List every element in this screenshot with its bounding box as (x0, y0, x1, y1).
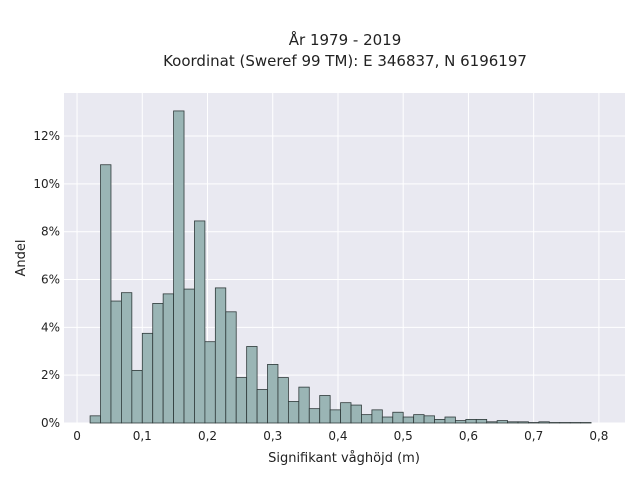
histogram-bar (131, 369, 143, 424)
histogram-bar (392, 411, 404, 424)
chart-subtitle: Koordinat (Sweref 99 TM): E 346837, N 61… (163, 52, 527, 70)
histogram-bar (89, 415, 101, 424)
histogram-bar (256, 389, 268, 424)
histogram-bar (308, 408, 321, 424)
histogram-bar (381, 416, 394, 424)
y-tick-label: 10% (33, 177, 60, 191)
histogram-bar (214, 287, 227, 424)
histogram-bar (507, 421, 519, 424)
x-tick-label: 0,1 (133, 429, 152, 443)
histogram-bar (121, 292, 133, 424)
histogram-bar (413, 414, 425, 424)
histogram-bar (454, 420, 467, 424)
x-tick-label: 0,5 (394, 429, 413, 443)
y-tick-label: 8% (41, 225, 60, 239)
y-tick-label: 12% (33, 129, 60, 143)
x-tick-label: 0,3 (263, 429, 282, 443)
histogram-bar (225, 311, 237, 424)
x-tick-label: 0 (73, 429, 81, 443)
y-tick-label: 0% (41, 416, 60, 430)
x-tick-label: 0,8 (589, 429, 608, 443)
histogram-bar (246, 346, 258, 424)
x-tick-label: 0,2 (198, 429, 217, 443)
x-tick-label: 0,4 (328, 429, 347, 443)
histogram-bar (194, 220, 206, 424)
histogram-bar (361, 414, 373, 424)
histogram-bar (204, 341, 216, 424)
histogram-bar (173, 110, 185, 424)
y-tick-label: 2% (41, 368, 60, 382)
histogram-bar (141, 332, 154, 424)
histogram-bar (371, 409, 383, 424)
histogram-bar (517, 421, 529, 424)
x-axis-label: Signifikant våghöjd (m) (268, 451, 420, 466)
y-tick-label: 4% (41, 320, 60, 334)
histogram-bar (100, 164, 112, 424)
histogram-bar (538, 421, 550, 424)
histogram-bar (423, 415, 435, 424)
histogram-bar (444, 416, 456, 424)
histogram-bar (110, 300, 122, 424)
y-axis-ticks: 0% 2% 4% 6% 8% 10% 12% (33, 129, 60, 430)
histogram-bar (402, 416, 415, 424)
histogram-bar (267, 364, 279, 424)
histogram-bar (277, 377, 289, 424)
histogram-bar (465, 419, 477, 424)
histogram-bar (319, 395, 331, 424)
histogram-bar (475, 419, 488, 424)
histogram-bar (152, 303, 164, 424)
histogram-bar (340, 402, 352, 424)
histogram-bar (434, 419, 446, 424)
histogram-bar (183, 288, 195, 424)
histogram-bar (350, 404, 362, 424)
histogram-bar (298, 386, 310, 424)
y-axis-label: Andel (14, 240, 29, 277)
histogram-bar (496, 420, 508, 424)
histogram-bar (235, 377, 248, 424)
histogram-bar (162, 293, 174, 424)
chart-title: År 1979 - 2019 (289, 30, 402, 49)
histogram-bar (329, 409, 341, 424)
x-tick-label: 0,6 (459, 429, 478, 443)
y-tick-label: 6% (41, 273, 60, 287)
histogram-bar (287, 401, 300, 424)
x-tick-label: 0,7 (524, 429, 543, 443)
x-axis-ticks: 0 0,1 0,2 0,3 0,4 0,5 0,6 0,7 0,8 (73, 429, 608, 443)
histogram-bars (89, 110, 592, 424)
histogram-bar (486, 421, 498, 424)
